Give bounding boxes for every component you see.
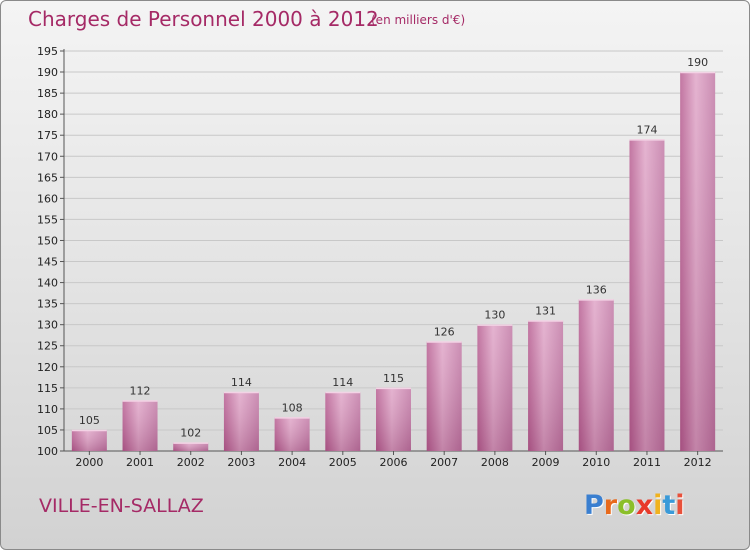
y-tick-label: 145 [37,256,58,269]
bar-shade [426,341,462,451]
logo-letter: t [662,490,676,521]
x-tick-label: 2012 [684,456,712,469]
y-tick-label: 150 [37,234,58,247]
bar-shade [578,299,614,451]
logo-letter: i [675,490,685,521]
y-tick-label: 110 [37,403,58,416]
x-tick-label: 2002 [177,456,205,469]
y-tick-label: 105 [37,424,58,437]
y-tick-label: 130 [37,319,58,332]
data-label: 105 [79,414,100,427]
x-tick-label: 2011 [633,456,661,469]
y-tick-label: 165 [37,171,58,184]
bar-shade [71,429,107,451]
data-label: 190 [687,56,708,69]
y-tick-label: 115 [37,382,58,395]
bar-shade [680,72,716,451]
y-tick-label: 160 [37,192,58,205]
bar-shade [629,139,665,451]
bar-shade [528,320,564,451]
bar-shade [122,400,158,451]
bar-shade [477,324,513,451]
x-tick-label: 2003 [227,456,255,469]
y-tick-label: 155 [37,213,58,226]
y-tick-label: 120 [37,361,58,374]
bar-shade [223,392,259,451]
town-name: VILLE-EN-SALLAZ [39,495,204,517]
data-label: 115 [383,372,404,385]
x-tick-label: 2009 [532,456,560,469]
x-tick-label: 2004 [278,456,306,469]
chart-title: Charges de Personnel 2000 à 2012 [28,7,379,31]
data-label: 131 [535,304,556,317]
y-tick-label: 195 [37,45,58,58]
y-tick-label: 185 [37,87,58,100]
logo-letter: r [603,490,618,521]
x-tick-label: 2005 [329,456,357,469]
x-tick-label: 2008 [481,456,509,469]
data-label: 112 [130,384,151,397]
data-label: 114 [231,376,252,389]
logo-letter: P [584,490,604,521]
data-label: 126 [434,326,455,339]
y-tick-label: 190 [37,66,58,79]
bar-shade [274,417,310,451]
proxiti-logo[interactable]: Proxiti [584,490,685,521]
x-tick-label: 2006 [380,456,408,469]
y-tick-label: 180 [37,108,58,121]
y-tick-label: 140 [37,277,58,290]
chart-subtitle: (en milliers d'€) [371,13,466,27]
bar-shade [376,387,411,451]
logo-letter: i [653,490,663,521]
data-label: 108 [282,401,303,414]
data-label: 102 [180,427,201,440]
x-tick-label: 2000 [75,456,103,469]
x-tick-label: 2010 [582,456,610,469]
y-tick-label: 135 [37,298,58,311]
data-label: 174 [636,123,657,136]
x-tick-label: 2001 [126,456,154,469]
y-tick-label: 125 [37,340,58,353]
logo-letter: o [617,490,636,521]
y-tick-label: 170 [37,150,58,163]
data-label: 136 [586,283,607,296]
logo-letter: x [635,490,654,521]
x-tick-label: 2007 [430,456,458,469]
data-label: 114 [332,376,353,389]
y-tick-label: 175 [37,129,58,142]
bar-shade [173,442,209,451]
bar-shade [325,392,361,451]
y-tick-label: 100 [37,445,58,458]
data-label: 130 [484,309,505,322]
